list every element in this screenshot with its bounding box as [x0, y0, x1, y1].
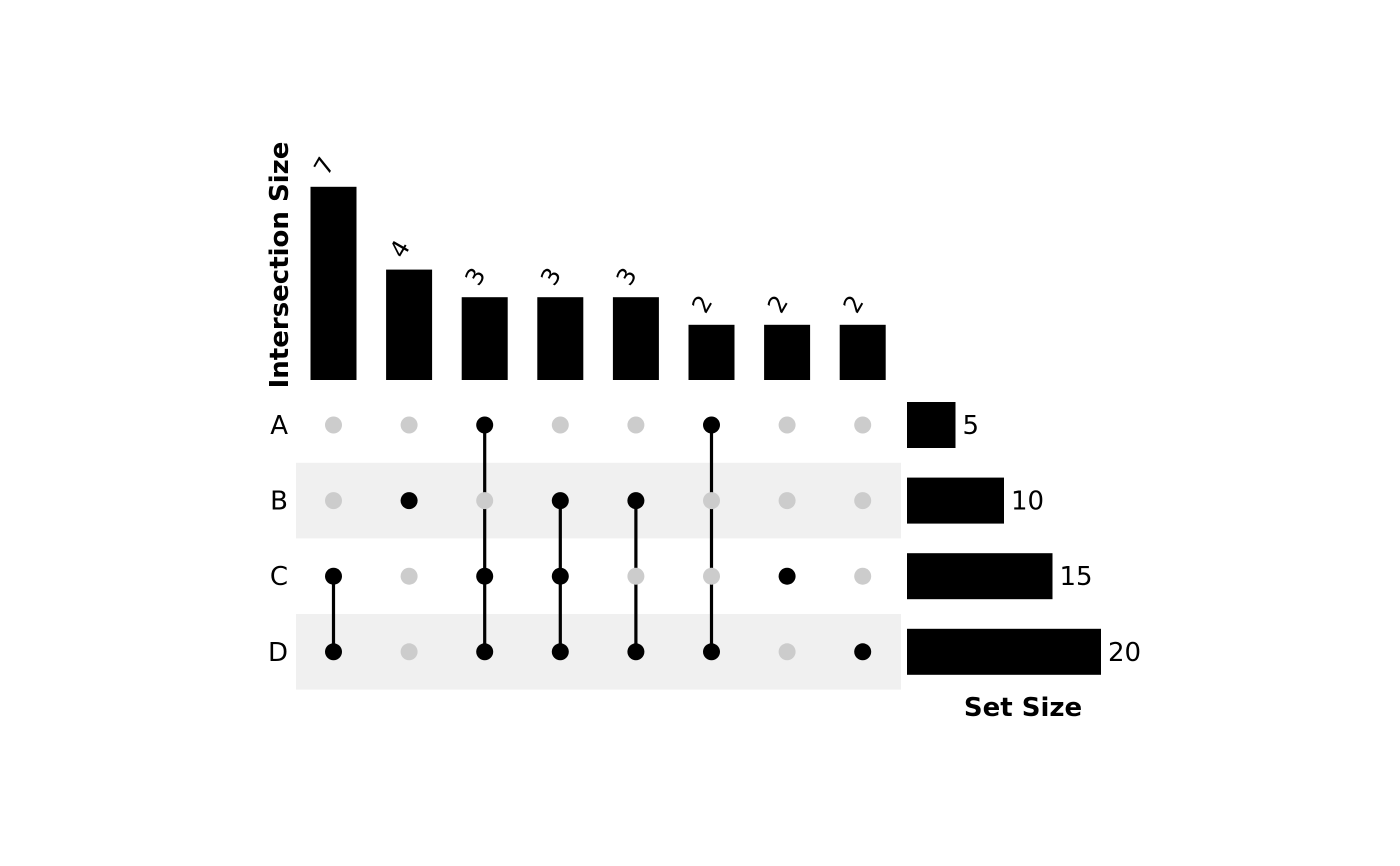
set-size-value-label: 20 — [1108, 638, 1141, 668]
matrix-dot-inactive — [854, 492, 872, 510]
intersection-bar — [310, 186, 357, 380]
matrix-dot-active — [778, 567, 796, 585]
row-stripe-d — [296, 614, 901, 690]
intersection-size-axis-label: Intersection Size — [265, 142, 295, 389]
intersection-value-label: 2 — [838, 291, 870, 318]
intersection-bar — [764, 324, 811, 380]
set-size-axis-label: Set Size — [964, 693, 1082, 723]
intersection-bar — [688, 324, 735, 380]
matrix-dot-inactive — [627, 567, 645, 585]
matrix-dot-inactive — [400, 416, 418, 434]
intersection-bar — [386, 269, 433, 380]
set-size-value-label: 5 — [963, 411, 980, 441]
matrix-dot-active — [476, 416, 494, 434]
matrix-dot-inactive — [778, 492, 796, 510]
matrix-dot-inactive — [325, 416, 342, 434]
matrix-dot-inactive — [854, 416, 872, 434]
set-size-value-label: 10 — [1011, 487, 1044, 517]
intersection-value-label: 7 — [308, 153, 340, 180]
matrix-dot-inactive — [703, 567, 720, 585]
matrix-dot-active — [325, 567, 342, 585]
matrix-dot-active — [703, 416, 720, 434]
set-size-value-label: 15 — [1060, 562, 1093, 592]
matrix-dot-inactive — [703, 492, 720, 510]
intersection-bar — [612, 297, 659, 380]
intersection-bar — [839, 324, 886, 380]
intersection-bar — [537, 297, 584, 380]
set-name-d: D — [268, 638, 288, 668]
matrix-dot-active — [627, 643, 645, 661]
matrix-dot-active — [627, 492, 645, 510]
set-size-bar-b — [907, 477, 1004, 524]
matrix-dot-active — [551, 643, 569, 661]
matrix-dot-active — [551, 567, 569, 585]
intersection-value-label: 2 — [686, 291, 718, 318]
intersection-bar — [461, 297, 508, 380]
set-size-bar-c — [907, 553, 1053, 600]
matrix-dot-inactive — [400, 643, 418, 661]
matrix-dot-inactive — [476, 492, 494, 510]
matrix-dot-active — [854, 643, 872, 661]
matrix-dot-inactive — [627, 416, 645, 434]
intersection-bars — [310, 186, 886, 380]
intersection-value-label: 3 — [535, 263, 567, 290]
set-name-a: A — [270, 411, 288, 441]
matrix-dot-inactive — [854, 567, 872, 585]
matrix-dot-inactive — [778, 416, 796, 434]
set-name-c: C — [270, 562, 288, 592]
matrix-dot-active — [551, 492, 569, 510]
set-name-labels: A B C D — [268, 411, 288, 668]
set-size-bar-d — [907, 628, 1101, 675]
matrix-dot-inactive — [325, 492, 342, 510]
matrix-dot-active — [703, 643, 720, 661]
matrix-dot-inactive — [778, 643, 796, 661]
matrix-dot-active — [400, 492, 418, 510]
row-stripe-b — [296, 462, 901, 539]
matrix-dot-inactive — [400, 567, 418, 585]
membership-matrix — [325, 416, 872, 661]
set-size-bars — [907, 402, 1101, 675]
intersection-value-label: 2 — [762, 291, 794, 318]
set-size-bar-a — [907, 402, 956, 448]
set-name-b: B — [270, 487, 288, 517]
intersection-value-label: 3 — [611, 263, 643, 290]
intersection-value-label: 4 — [384, 235, 416, 262]
matrix-dot-active — [476, 643, 494, 661]
set-size-value-labels: 5 10 15 20 — [963, 411, 1142, 668]
matrix-dot-active — [476, 567, 494, 585]
matrix-dot-inactive — [551, 416, 569, 434]
matrix-row-stripes — [296, 462, 901, 690]
matrix-dot-active — [325, 643, 342, 661]
intersection-value-label: 3 — [460, 263, 492, 290]
